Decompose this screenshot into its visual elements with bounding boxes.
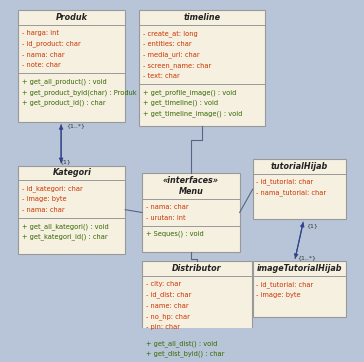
Text: - pin: char: - pin: char bbox=[146, 324, 180, 330]
Text: - image: byte: - image: byte bbox=[22, 196, 67, 202]
Bar bbox=[139, 10, 265, 126]
Text: - media_url: char: - media_url: char bbox=[143, 51, 199, 58]
Text: + get_product_byid(char) : Produk: + get_product_byid(char) : Produk bbox=[22, 89, 136, 96]
Text: - nama: char: - nama: char bbox=[22, 52, 65, 58]
Text: - create_at: long: - create_at: long bbox=[143, 30, 198, 37]
Text: + get_dist_byid() : char: + get_dist_byid() : char bbox=[146, 351, 224, 357]
Text: - id_product: char: - id_product: char bbox=[22, 41, 81, 47]
Text: - id_tutorial: char: - id_tutorial: char bbox=[256, 179, 314, 185]
Text: {1}: {1} bbox=[306, 223, 318, 228]
Text: + get_dist_id() : void: + get_dist_id() : void bbox=[146, 361, 215, 362]
Text: + Seques() : void: + Seques() : void bbox=[146, 231, 203, 237]
Text: - screen_name: char: - screen_name: char bbox=[143, 62, 211, 69]
Text: timeline: timeline bbox=[183, 13, 221, 22]
Text: - name: char: - name: char bbox=[146, 303, 188, 309]
Text: - note: char: - note: char bbox=[22, 62, 61, 68]
Text: - id_kategori: char: - id_kategori: char bbox=[22, 185, 83, 192]
Text: Kategori: Kategori bbox=[52, 168, 91, 177]
Text: - id_dist: char: - id_dist: char bbox=[146, 292, 191, 298]
Text: + get_profile_image() : void: + get_profile_image() : void bbox=[143, 89, 236, 96]
Text: + get_all_kategori() : void: + get_all_kategori() : void bbox=[22, 223, 109, 230]
Text: - image: byte: - image: byte bbox=[256, 292, 301, 298]
Text: - nama_tutorial: char: - nama_tutorial: char bbox=[256, 189, 327, 196]
Text: - harga: int: - harga: int bbox=[22, 30, 59, 36]
Text: {1..*}: {1..*} bbox=[297, 256, 316, 260]
Bar bbox=[142, 261, 252, 359]
Bar bbox=[18, 165, 125, 254]
Text: - city: char: - city: char bbox=[146, 281, 181, 287]
Text: «interfaces»
Menu: «interfaces» Menu bbox=[163, 176, 219, 196]
Text: - no_hp: char: - no_hp: char bbox=[146, 313, 190, 320]
Text: + get_timeline_image() : void: + get_timeline_image() : void bbox=[143, 110, 242, 117]
Text: + get_timeline() : void: + get_timeline() : void bbox=[143, 100, 218, 106]
Text: + get_all_product() : void: + get_all_product() : void bbox=[22, 78, 107, 85]
Text: tutorialHijab: tutorialHijab bbox=[270, 162, 328, 171]
Text: + get_all_dist() : void: + get_all_dist() : void bbox=[146, 340, 217, 347]
Text: - nama: char: - nama: char bbox=[22, 207, 65, 213]
Bar bbox=[142, 173, 240, 252]
Text: - id_tutorial: char: - id_tutorial: char bbox=[256, 281, 314, 288]
Text: + get_product_id() : char: + get_product_id() : char bbox=[22, 100, 106, 106]
Text: Distributor: Distributor bbox=[172, 264, 222, 273]
Text: {1}: {1} bbox=[59, 160, 71, 165]
Bar bbox=[18, 10, 125, 122]
Text: imageTutorialHijab: imageTutorialHijab bbox=[256, 264, 342, 273]
Text: - text: char: - text: char bbox=[143, 73, 180, 79]
Bar bbox=[253, 159, 346, 219]
Text: - urutan: int: - urutan: int bbox=[146, 215, 185, 221]
Text: - nama: char: - nama: char bbox=[146, 204, 188, 210]
Text: Produk: Produk bbox=[56, 13, 88, 22]
Text: {1..*}: {1..*} bbox=[66, 123, 85, 129]
Bar bbox=[253, 261, 346, 317]
Text: + get_kategori_id() : char: + get_kategori_id() : char bbox=[22, 233, 108, 240]
Text: - entities: char: - entities: char bbox=[143, 41, 191, 47]
